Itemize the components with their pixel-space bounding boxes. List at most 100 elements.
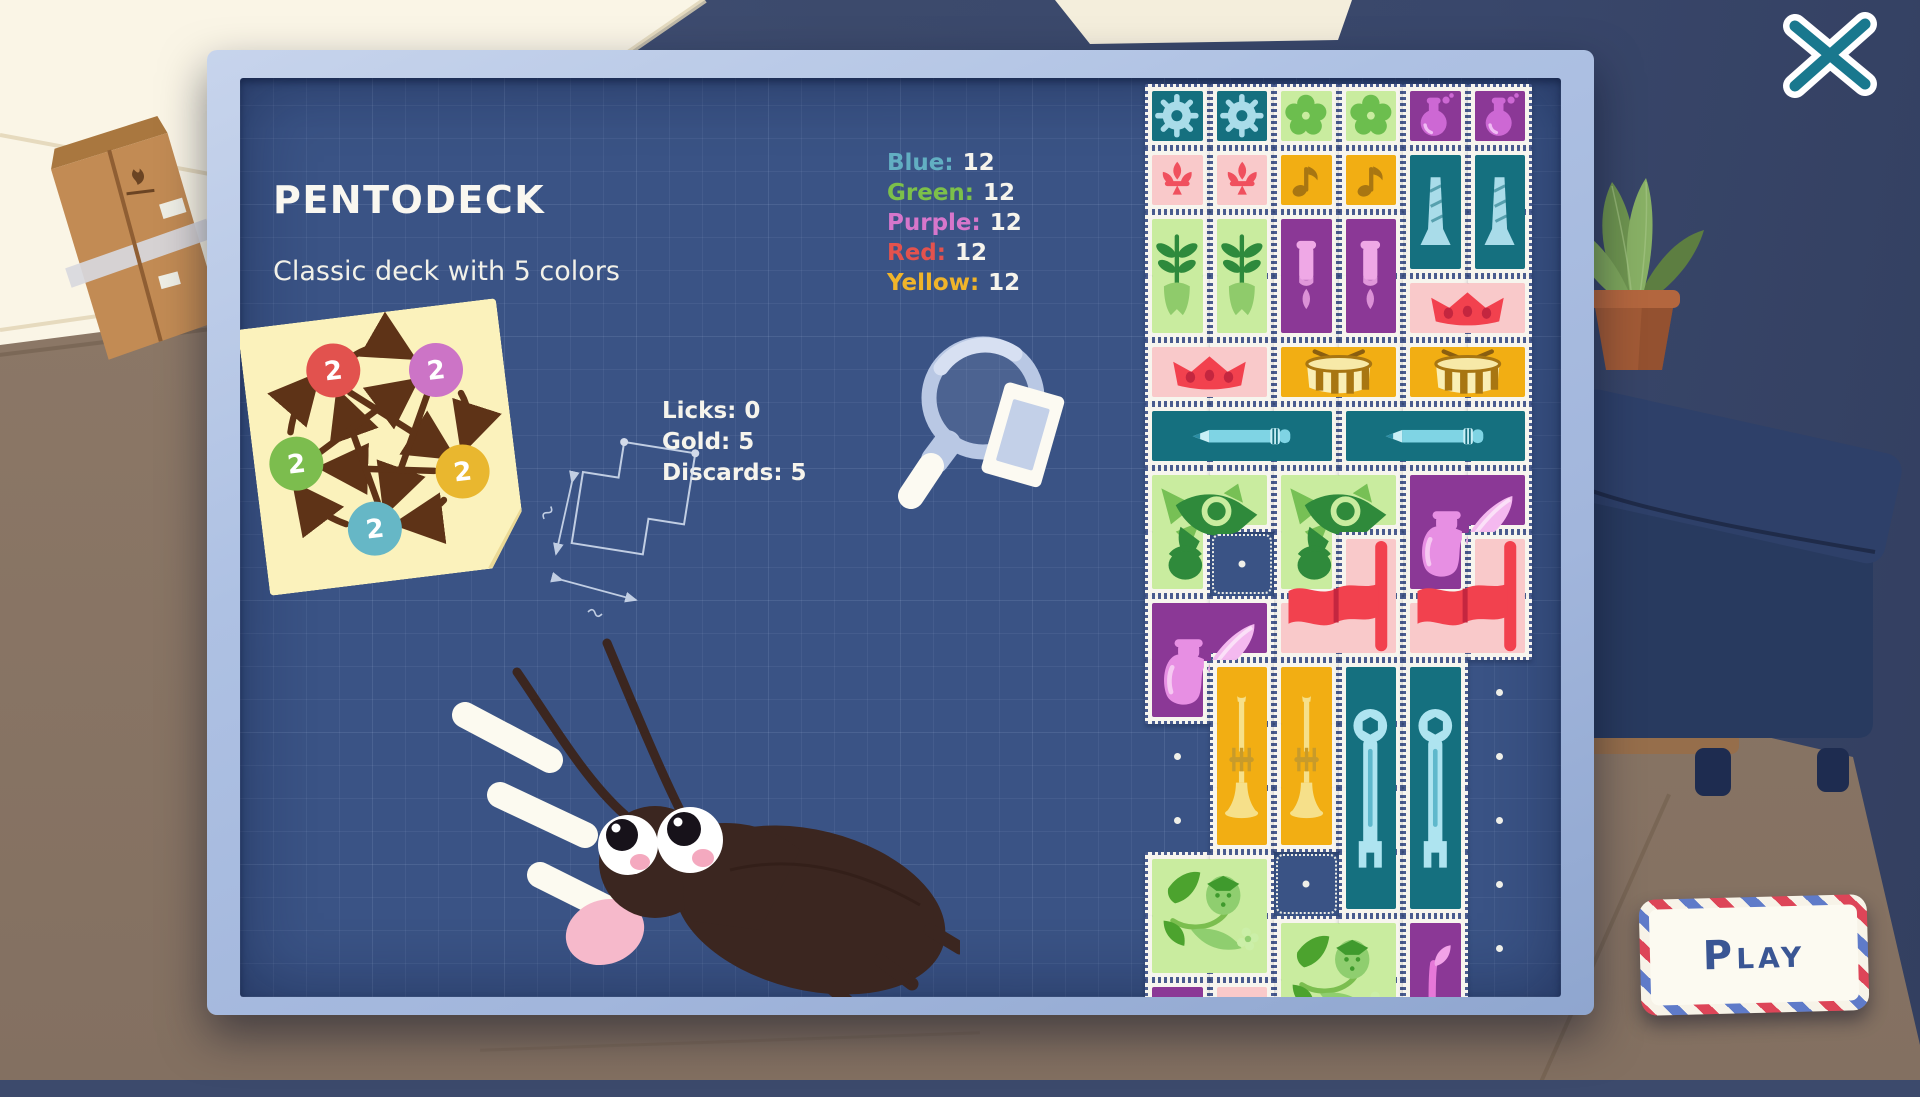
stamp-color-field bbox=[1208, 475, 1267, 525]
stamp-color-field bbox=[1466, 347, 1525, 397]
note-circle-purple: 2 bbox=[406, 340, 466, 400]
stamp-color-field bbox=[1337, 923, 1396, 981]
stamp-color-field bbox=[1152, 603, 1211, 661]
stamp-color-field bbox=[1337, 347, 1396, 397]
stamp-tulip bbox=[1145, 212, 1210, 340]
grid-dot bbox=[1496, 944, 1504, 952]
note-circle-yellow: 2 bbox=[432, 441, 492, 501]
grid-dot bbox=[1496, 880, 1504, 888]
stamp-color-field bbox=[1281, 275, 1332, 333]
color-count-label: Yellow: bbox=[887, 270, 980, 296]
color-count-value: 12 bbox=[983, 180, 1016, 206]
color-cycle-diagram: 2 2 2 2 2 bbox=[240, 298, 528, 596]
svg-text:2: 2 bbox=[323, 355, 345, 387]
stamp-note bbox=[1338, 148, 1403, 212]
stamp-color-field bbox=[1152, 859, 1211, 917]
stamp-color-field bbox=[1466, 411, 1525, 461]
stamp-color-field bbox=[1466, 595, 1525, 653]
stamp-color-field bbox=[1410, 723, 1461, 789]
stamp-torch bbox=[1467, 148, 1532, 276]
cardboard-box bbox=[51, 116, 223, 360]
stamp-color-field bbox=[1410, 667, 1461, 725]
grid-dot bbox=[1496, 816, 1504, 824]
stamp-color-field bbox=[1281, 603, 1340, 653]
stamp-color-field bbox=[1410, 211, 1461, 269]
stamp-color-field bbox=[1345, 91, 1396, 141]
play-button[interactable]: Play bbox=[1638, 894, 1870, 1016]
close-x-icon bbox=[1783, 12, 1877, 98]
eyes bbox=[598, 807, 723, 875]
stamp-wrench bbox=[1403, 660, 1468, 916]
stamp-color-field bbox=[1474, 539, 1525, 597]
stamp-color-field bbox=[1152, 659, 1203, 717]
stamp-color-field bbox=[1273, 411, 1332, 461]
stamp-color-field bbox=[1281, 723, 1332, 789]
stamp-color-field bbox=[1345, 723, 1396, 789]
deck-stats-list: Licks: 0 Gold: 5 Discards: 5 bbox=[662, 396, 807, 489]
empty-stamp-slot bbox=[1210, 532, 1275, 596]
color-count-value: 12 bbox=[988, 270, 1021, 296]
stamp-flag bbox=[1274, 532, 1403, 660]
stamp-color-field bbox=[1410, 979, 1461, 997]
color-count-row: Yellow: 12 bbox=[887, 268, 1022, 298]
stamp-color-field bbox=[1208, 347, 1267, 397]
stamp-ink bbox=[1145, 596, 1274, 724]
stamp-color-field bbox=[1345, 539, 1396, 597]
stamp-color-field bbox=[1281, 219, 1332, 277]
stamp-color-field bbox=[1474, 155, 1525, 213]
grid-dot bbox=[1496, 688, 1504, 696]
stamp-flower bbox=[1274, 84, 1339, 148]
stamp-torch bbox=[1403, 148, 1468, 276]
grid-dot bbox=[1496, 752, 1504, 760]
stamp-color-field bbox=[1281, 91, 1332, 141]
stamp-color-field bbox=[1216, 155, 1267, 205]
motion-dashes bbox=[452, 702, 623, 923]
stamp-color-field bbox=[1345, 155, 1396, 205]
tongue bbox=[565, 898, 645, 966]
stamp-color-field bbox=[1208, 859, 1267, 917]
stamp-bird bbox=[1145, 468, 1274, 596]
stamp-color-field bbox=[1281, 979, 1340, 997]
stamp-pillar bbox=[1274, 212, 1339, 340]
stamp-color-field bbox=[1345, 851, 1396, 909]
stamp-color-field bbox=[1410, 347, 1469, 397]
color-count-list: Blue: 12 Green: 12 Purple: 12 Red: 12 Yellow: 12 bbox=[887, 148, 1022, 298]
play-button-label: Play bbox=[1702, 930, 1806, 980]
stamp-color-field bbox=[1152, 915, 1211, 973]
stamp-color-field bbox=[1410, 923, 1461, 981]
stamp-fleur bbox=[1209, 148, 1274, 212]
close-button[interactable] bbox=[1768, 4, 1892, 108]
stamp-pencil bbox=[1145, 404, 1339, 468]
stamp-color-field bbox=[1216, 667, 1267, 725]
potted-plant bbox=[1564, 178, 1704, 370]
stamp-color-field bbox=[1281, 155, 1332, 205]
color-count-row: Red: 12 bbox=[887, 238, 1022, 268]
stamp-flag bbox=[1403, 532, 1532, 660]
color-count-label: Green: bbox=[887, 180, 974, 206]
deck-title: PENTODECK bbox=[273, 178, 546, 222]
stamp-pencil bbox=[1338, 404, 1532, 468]
stamp-color-field bbox=[1281, 787, 1332, 845]
color-count-row: Green: 12 bbox=[887, 178, 1022, 208]
stamp-color-field bbox=[1216, 91, 1267, 141]
stamp-drum bbox=[1403, 340, 1532, 404]
stamp-crown bbox=[1145, 340, 1274, 404]
note-circle-blue: 2 bbox=[345, 499, 405, 559]
stamp-crown bbox=[1403, 276, 1532, 340]
note-circle-green: 2 bbox=[266, 434, 326, 494]
stamp-none bbox=[1145, 980, 1210, 997]
stamp-color-field bbox=[1208, 603, 1267, 653]
slot-dot bbox=[1302, 880, 1310, 888]
color-count-label: Red: bbox=[887, 240, 946, 266]
stamp-color-field bbox=[1281, 923, 1340, 981]
stamp-color-field bbox=[1216, 787, 1267, 845]
sticky-note: 2 2 2 2 2 bbox=[240, 298, 528, 596]
deck-subtitle: Classic deck with 5 colors bbox=[273, 256, 620, 287]
stamp-deck-grid bbox=[240, 78, 1561, 997]
bench bbox=[1553, 389, 1902, 796]
stamp-color-field bbox=[1216, 987, 1267, 997]
stat-row: Discards: 5 bbox=[662, 460, 807, 486]
wing-line bbox=[729, 862, 921, 907]
stamp-color-field bbox=[1281, 347, 1340, 397]
deck-dialog: PENTODECK Classic deck with 5 colors Blu… bbox=[207, 50, 1594, 1015]
